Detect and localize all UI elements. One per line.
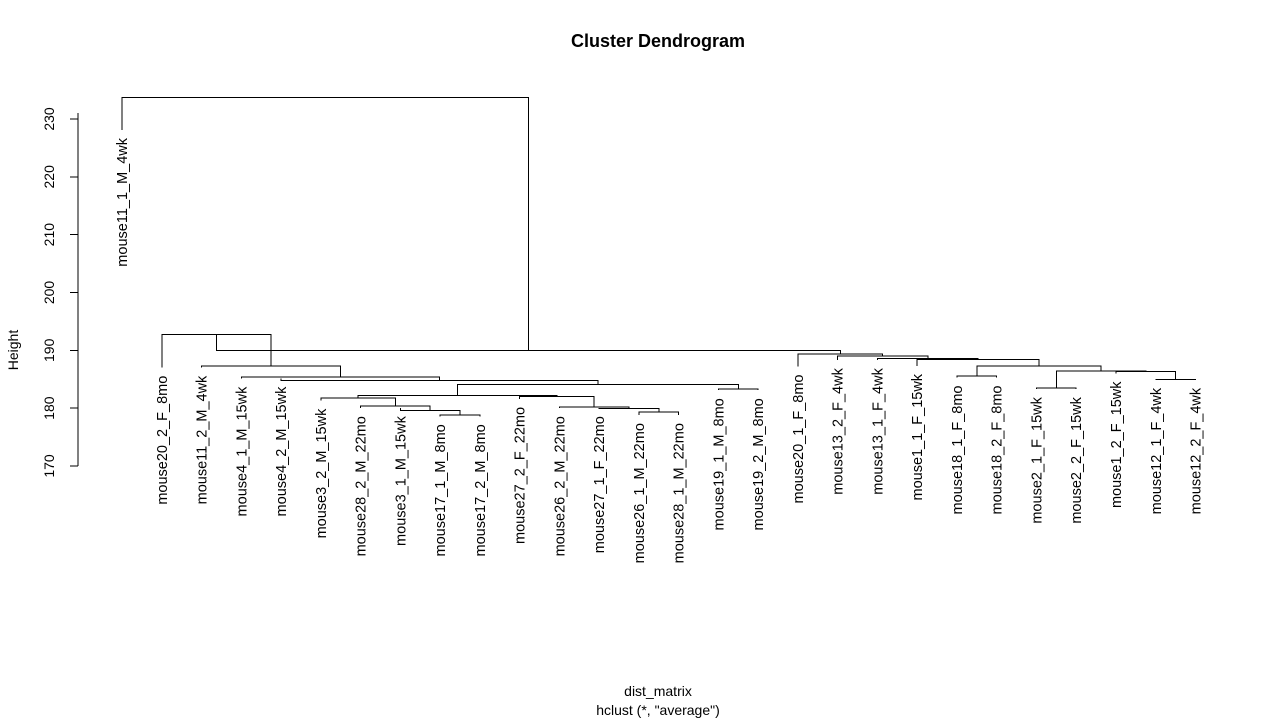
dendrogram-branch [280, 378, 599, 385]
x-axis-label: dist_matrix [624, 683, 692, 699]
dendrogram-branch [519, 396, 595, 408]
leaf-label: mouse11_2_M_4wk [195, 375, 211, 504]
y-tick-label: 200 [41, 281, 57, 305]
leaf-label: mouse26_1_M_22mo [632, 423, 648, 563]
dendrogram-branch [717, 388, 759, 391]
leaf-label: mouse13_1_F_4wk [870, 367, 886, 494]
leaf-label: mouse28_2_M_22mo [354, 416, 370, 556]
dendrogram-branch [439, 414, 481, 417]
dendrogram-branch [320, 397, 396, 406]
dendrogram-branch [456, 383, 739, 396]
y-tick-label: 170 [41, 454, 57, 478]
leaf-label: mouse20_1_F_8mo [791, 375, 807, 504]
dendrogram-branch [121, 97, 529, 351]
dendrogram-branch [360, 405, 431, 411]
y-tick-label: 180 [41, 396, 57, 420]
leaf-label: mouse28_1_M_22mo [672, 423, 688, 563]
y-tick-label: 230 [41, 107, 57, 131]
leaf-label: mouse17_2_M_8mo [473, 424, 489, 556]
leaf-label: mouse11_1_M_4wk [115, 137, 131, 266]
leaf-label: mouse13_2_F_4wk [831, 367, 847, 494]
dendrogram-branch [956, 375, 998, 378]
dendrogram-branch [916, 359, 1040, 366]
y-axis: 170 180 190 200 210 220 230 [41, 107, 79, 478]
chart-subtitle: hclust (*, "average") [596, 702, 720, 718]
leaf-label: mouse12_1_F_4wk [1149, 387, 1165, 514]
dendrogram-branch [201, 365, 341, 377]
leaf-label: mouse26_2_M_22mo [552, 416, 568, 556]
leaf-labels: mouse11_1_M_4wk mouse20_2_F_8mo mouse11_2_… [115, 137, 1205, 563]
leaf-label: mouse1_1_F_15wk [910, 373, 926, 500]
leaf-label: mouse2_1_F_15wk [1029, 396, 1045, 523]
leaf-label: mouse17_1_M_8mo [433, 424, 449, 556]
dendrogram-branch [638, 411, 680, 416]
leaf-label: mouse12_2_F_4wk [1189, 387, 1205, 514]
leaf-label: mouse27_1_F_22mo [592, 416, 608, 553]
leaf-label: mouse18_2_F_8mo [990, 386, 1006, 515]
leaf-label: mouse18_1_F_8mo [950, 386, 966, 515]
dendrogram-branch [240, 376, 440, 381]
leaf-label: mouse1_2_F_15wk [1109, 381, 1125, 508]
leaf-label: mouse19_2_M_8mo [751, 398, 767, 530]
leaf-label: mouse3_2_M_15wk [314, 408, 330, 539]
dendrogram-branch [598, 408, 660, 413]
dendrogram-branch [837, 355, 929, 361]
dendrogram-branches [121, 97, 1197, 417]
y-tick-label: 220 [41, 165, 57, 189]
dendrogram-branch [1155, 378, 1197, 380]
chart-title: Cluster Dendrogram [571, 31, 745, 51]
dendrogram-branch [1035, 387, 1077, 390]
leaf-label: mouse4_2_M_15wk [274, 386, 290, 517]
leaf-label: mouse20_2_F_8mo [155, 376, 171, 505]
leaf-label: mouse4_1_M_15wk [234, 386, 250, 517]
leaf-label: mouse2_2_F_15wk [1069, 396, 1085, 523]
y-tick-label: 210 [41, 223, 57, 247]
y-axis-label: Height [5, 330, 21, 371]
dendrogram-branch [1055, 370, 1147, 388]
leaf-label: mouse3_1_M_15wk [393, 415, 409, 546]
dendrogram-branch [1115, 371, 1177, 380]
leaf-label: mouse27_2_F_22mo [513, 407, 529, 544]
y-tick-label: 190 [41, 338, 57, 362]
leaf-label: mouse19_1_M_8mo [711, 398, 727, 530]
